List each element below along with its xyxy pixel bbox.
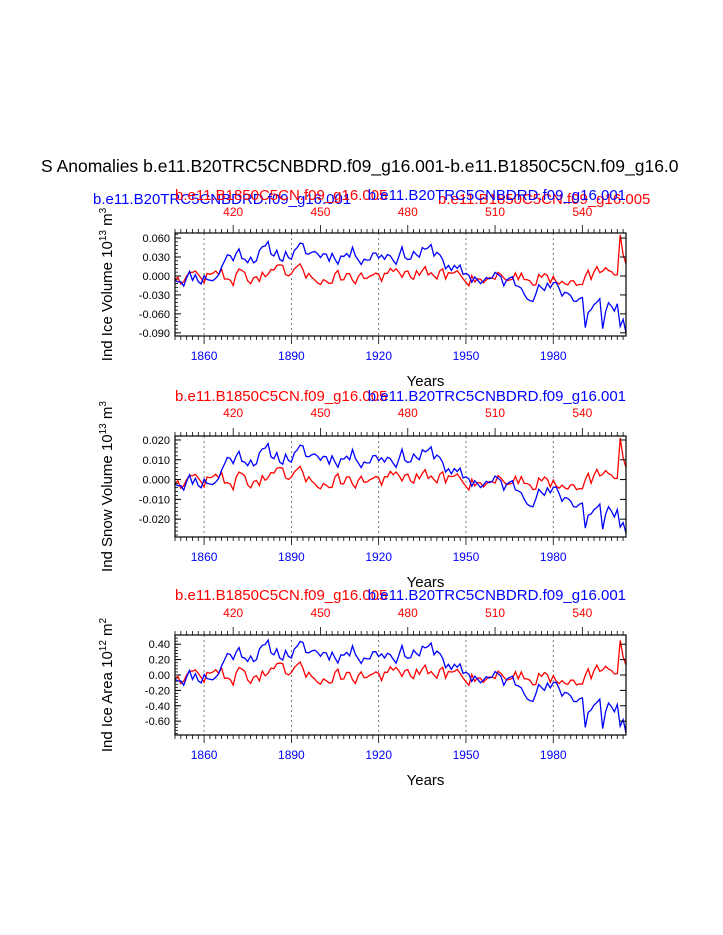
x-tick-label-top: 510: [485, 606, 505, 620]
x-tick-label-top: 420: [223, 606, 243, 620]
y-tick-label: 0.020: [142, 435, 170, 447]
x-tick-label-top: 510: [485, 406, 505, 420]
y-tick-label: -0.20: [145, 685, 170, 697]
x-tick-label-top: 420: [223, 205, 243, 219]
y-tick-label: -0.020: [139, 514, 170, 526]
y-tick-label: 0.40: [149, 639, 170, 651]
panel-2: b.e11.B1850C5CN.f09_g16.005b.e11.B20TRC5…: [98, 388, 627, 591]
series-line: [174, 234, 627, 288]
x-tick-label-bottom: 1950: [453, 748, 480, 762]
y-tick-label: 0.000: [142, 475, 170, 487]
x-tick-label-top: 540: [572, 406, 592, 420]
y-tick-label: -0.090: [139, 328, 170, 340]
x-tick-label-top: 450: [310, 406, 330, 420]
x-tick-label-bottom: 1920: [365, 550, 392, 564]
y-tick-label: 0.000: [142, 271, 170, 283]
page-title: S Anomalies b.e11.B20TRC5CNBDRD.f09_g16.…: [41, 156, 679, 176]
plot-frame: [174, 634, 627, 736]
y-tick-label: 0.010: [142, 455, 170, 467]
x-tick-label-top: 420: [223, 406, 243, 420]
y-tick-label: 0.20: [149, 655, 170, 667]
x-axis-label: Years: [407, 373, 445, 390]
y-tick-label: -0.030: [139, 290, 170, 302]
plot-frame: [174, 232, 627, 337]
top-legend-blue: b.e11.B20TRC5CNBDRD.f09_g16.001: [93, 191, 352, 208]
x-tick-label-top: 480: [398, 606, 418, 620]
x-tick-label-bottom: 1860: [191, 748, 218, 762]
panel-3: b.e11.B1850C5CN.f09_g16.005b.e11.B20TRC5…: [98, 587, 627, 789]
panel-header-left: b.e11.B1850C5CN.f09_g16.005: [175, 587, 387, 604]
y-tick-label: 0.060: [142, 233, 170, 245]
y-axis-label: Ind Snow Volume 1013 m3: [98, 401, 116, 572]
series-line: [174, 638, 627, 733]
x-tick-label-top: 480: [398, 406, 418, 420]
y-tick-label: -0.40: [145, 701, 170, 713]
x-tick-label-bottom: 1920: [365, 349, 392, 363]
x-tick-label-top: 540: [572, 606, 592, 620]
plot-frame: [174, 435, 627, 538]
series-line: [174, 441, 627, 534]
y-tick-label: 0.00: [149, 670, 170, 682]
y-tick-label: 0.030: [142, 252, 170, 264]
x-tick-label-bottom: 1890: [278, 349, 305, 363]
x-tick-label-top: 480: [398, 205, 418, 219]
panel-header-left: b.e11.B1850C5CN.f09_g16.005: [175, 388, 387, 405]
panel-1: b.e11.B1850C5CN.f09_g16.005b.e11.B20TRC5…: [98, 187, 627, 390]
y-tick-label: -0.010: [139, 494, 170, 506]
x-tick-label-bottom: 1950: [453, 550, 480, 564]
x-tick-label-bottom: 1950: [453, 349, 480, 363]
x-tick-label-top: 450: [310, 606, 330, 620]
y-axis-label: Ind Ice Volume 1013 m3: [98, 207, 116, 361]
x-axis-label: Years: [407, 574, 445, 591]
x-tick-label-bottom: 1920: [365, 748, 392, 762]
x-tick-label-bottom: 1890: [278, 550, 305, 564]
series-line: [174, 437, 627, 492]
series-line: [174, 239, 627, 333]
y-tick-label: -0.60: [145, 716, 170, 728]
x-axis-label: Years: [407, 772, 445, 789]
panel-header-right: b.e11.B20TRC5CNBDRD.f09_g16.001: [368, 388, 626, 405]
x-tick-label-bottom: 1980: [540, 748, 567, 762]
top-legend-red: b.e11.B1850C5CN.f09_g16.005: [438, 191, 651, 208]
x-tick-label-top: 540: [572, 205, 592, 219]
x-tick-label-top: 450: [310, 205, 330, 219]
y-axis-label: Ind Ice Area 1012 m2: [98, 617, 116, 752]
series-line: [174, 640, 627, 687]
x-tick-label-top: 510: [485, 205, 505, 219]
x-tick-label-bottom: 1980: [540, 349, 567, 363]
x-tick-label-bottom: 1890: [278, 748, 305, 762]
x-tick-label-bottom: 1980: [540, 550, 567, 564]
panel-header-left: b.e11.B1850C5CN.f09_g16.005: [175, 187, 387, 204]
y-tick-label: -0.060: [139, 309, 170, 321]
panel-header-right: b.e11.B20TRC5CNBDRD.f09_g16.001: [368, 587, 626, 604]
x-tick-label-bottom: 1860: [191, 349, 218, 363]
x-tick-label-bottom: 1860: [191, 550, 218, 564]
panel-header-right: b.e11.B20TRC5CNBDRD.f09_g16.001: [368, 187, 626, 204]
